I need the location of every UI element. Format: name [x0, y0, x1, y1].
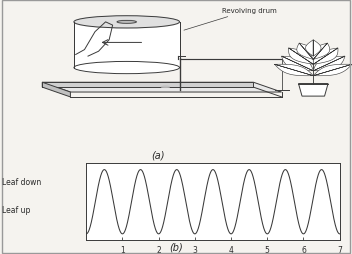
Polygon shape: [42, 83, 70, 98]
Text: Leaf down: Leaf down: [2, 177, 41, 186]
Polygon shape: [313, 65, 352, 76]
Text: (a): (a): [152, 150, 165, 160]
Text: Revolving drum: Revolving drum: [184, 8, 277, 31]
Polygon shape: [42, 83, 253, 88]
Ellipse shape: [74, 17, 180, 29]
Polygon shape: [306, 41, 321, 57]
Polygon shape: [282, 57, 313, 72]
Text: (b): (b): [169, 242, 183, 251]
Ellipse shape: [117, 21, 137, 24]
Polygon shape: [42, 83, 282, 93]
Polygon shape: [298, 84, 328, 97]
Ellipse shape: [161, 86, 170, 88]
Polygon shape: [311, 44, 330, 60]
FancyBboxPatch shape: [74, 23, 180, 68]
Ellipse shape: [74, 62, 180, 74]
Polygon shape: [313, 57, 345, 72]
Polygon shape: [297, 44, 316, 60]
Text: Leaf up: Leaf up: [2, 205, 30, 214]
Polygon shape: [275, 65, 313, 76]
Polygon shape: [313, 49, 338, 65]
Polygon shape: [289, 49, 313, 65]
